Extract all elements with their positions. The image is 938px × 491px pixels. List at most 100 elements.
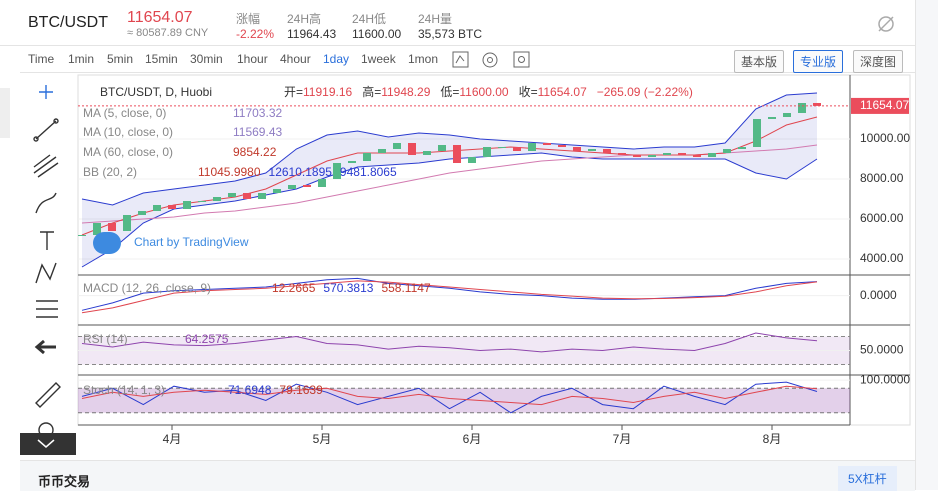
candle: [558, 145, 566, 147]
candle: [78, 235, 86, 236]
watermark-icon: [93, 232, 121, 254]
toolbar-icons: [452, 51, 530, 68]
candle: [708, 153, 716, 157]
candle: [243, 193, 251, 199]
study-value: 9854.22: [233, 145, 277, 159]
study-name: RSI (14): [83, 332, 128, 346]
study-value: 71.6948: [228, 383, 272, 397]
stat-value: 35,573 BTC: [418, 27, 483, 41]
candle: [198, 201, 206, 202]
x-tick-label: 8月: [763, 432, 782, 446]
candle: [633, 155, 641, 157]
candle: [573, 147, 581, 151]
candle: [738, 147, 746, 149]
stat-value: -2.22%: [236, 27, 275, 41]
pair: BTC/USDT: [28, 14, 108, 31]
chart: 4000.00 6000.00 8000.00 10000.00 11654.07 0.0…: [77, 74, 911, 446]
interval[interactable]: 1week: [361, 52, 396, 66]
candle: [618, 153, 626, 155]
x-tick-label: 7月: [613, 432, 632, 446]
candle: [648, 155, 656, 157]
candle: [183, 201, 191, 209]
tab-spot[interactable]: 币币交易: [38, 474, 91, 489]
candle: [528, 143, 536, 151]
y-tick-label: 6000.00: [860, 211, 904, 225]
candle: [273, 189, 281, 193]
tab-margin[interactable]: 5X杠杆: [838, 466, 897, 491]
drawing-tools[interactable]: [20, 75, 76, 455]
candle: [153, 205, 161, 211]
candle: [693, 155, 701, 157]
interval[interactable]: 4hour: [280, 52, 311, 66]
candle: [213, 197, 221, 201]
candle: [303, 185, 311, 187]
watermark: Chart by TradingView: [134, 235, 249, 249]
candle: [348, 161, 356, 163]
study-value: 11045.9980: [198, 165, 261, 179]
candle: [678, 153, 686, 155]
candle: [288, 185, 296, 189]
candle: [498, 147, 506, 148]
study-name: MA (10, close, 0): [83, 125, 173, 139]
candle: [393, 143, 401, 149]
signal-line: [81, 280, 818, 314]
y-tick-label: 100.0000: [860, 372, 910, 386]
interval[interactable]: 5min: [107, 52, 134, 66]
interval[interactable]: 1hour: [237, 52, 268, 66]
candle: [318, 179, 326, 187]
candle: [108, 223, 116, 231]
stat-label: 24H量: [418, 12, 453, 26]
study-value: 11703.32: [233, 106, 282, 120]
study-value: 79.1639: [279, 383, 323, 397]
x-tick-label: 6月: [463, 432, 482, 446]
settings-icon[interactable]: [876, 14, 896, 34]
candle: [813, 103, 821, 106]
study-name: MA (5, close, 0): [83, 106, 166, 120]
view-button[interactable]: 专业版: [793, 50, 844, 73]
candle: [798, 103, 806, 113]
cny-price: ≈ 80587.89 CNY: [127, 27, 209, 39]
stat-label: 涨幅: [236, 12, 261, 26]
divider: [20, 72, 915, 73]
interval[interactable]: Time: [28, 52, 55, 66]
study-value: 12610.1895: [269, 165, 333, 179]
candle: [138, 211, 146, 215]
divider: [0, 45, 915, 46]
ohlc-value: 11600.00: [459, 85, 508, 99]
study-value: 64.2575: [185, 332, 229, 346]
study-name: BB (20, 2): [83, 165, 137, 179]
right-panel: [915, 0, 938, 490]
stat-label: 24H低: [352, 12, 387, 26]
interval[interactable]: 1day: [323, 52, 350, 66]
y-tick-label: 8000.00: [860, 171, 904, 185]
candle: [423, 151, 431, 155]
last-price-box: [851, 97, 909, 114]
candle: [93, 223, 101, 235]
y-tick-label: 10000.00: [860, 131, 910, 145]
interval[interactable]: 30min: [190, 52, 223, 66]
ohlc-label: 收=: [519, 85, 538, 99]
view-button[interactable]: 基本版: [734, 50, 785, 73]
candle: [768, 117, 776, 119]
x-tick-label: 5月: [313, 432, 332, 446]
y-tick-label: 50.0000: [860, 343, 904, 357]
y-tick-label: 0.0000: [860, 288, 897, 302]
interval[interactable]: 1min: [68, 52, 95, 66]
candle: [603, 149, 611, 153]
candle: [588, 149, 596, 151]
y-tick-label: 4000.00: [860, 251, 904, 265]
side-edge: [0, 88, 10, 138]
last-price-label: 11654.07: [860, 98, 909, 112]
study-name: MACD (12, 26, close, 9): [83, 281, 211, 295]
candle: [438, 145, 446, 151]
candle: [168, 205, 176, 209]
ohlc-label: 低=: [440, 85, 459, 99]
view-button[interactable]: 深度图: [853, 50, 904, 73]
candle: [483, 147, 491, 157]
legend-symbol: BTC/USDT, D, Huobi: [100, 85, 212, 99]
x-tick-label: 4月: [163, 432, 182, 446]
candle: [123, 215, 131, 231]
interval[interactable]: 15min: [145, 52, 178, 66]
candle: [783, 113, 791, 117]
interval[interactable]: 1mon: [408, 52, 439, 66]
